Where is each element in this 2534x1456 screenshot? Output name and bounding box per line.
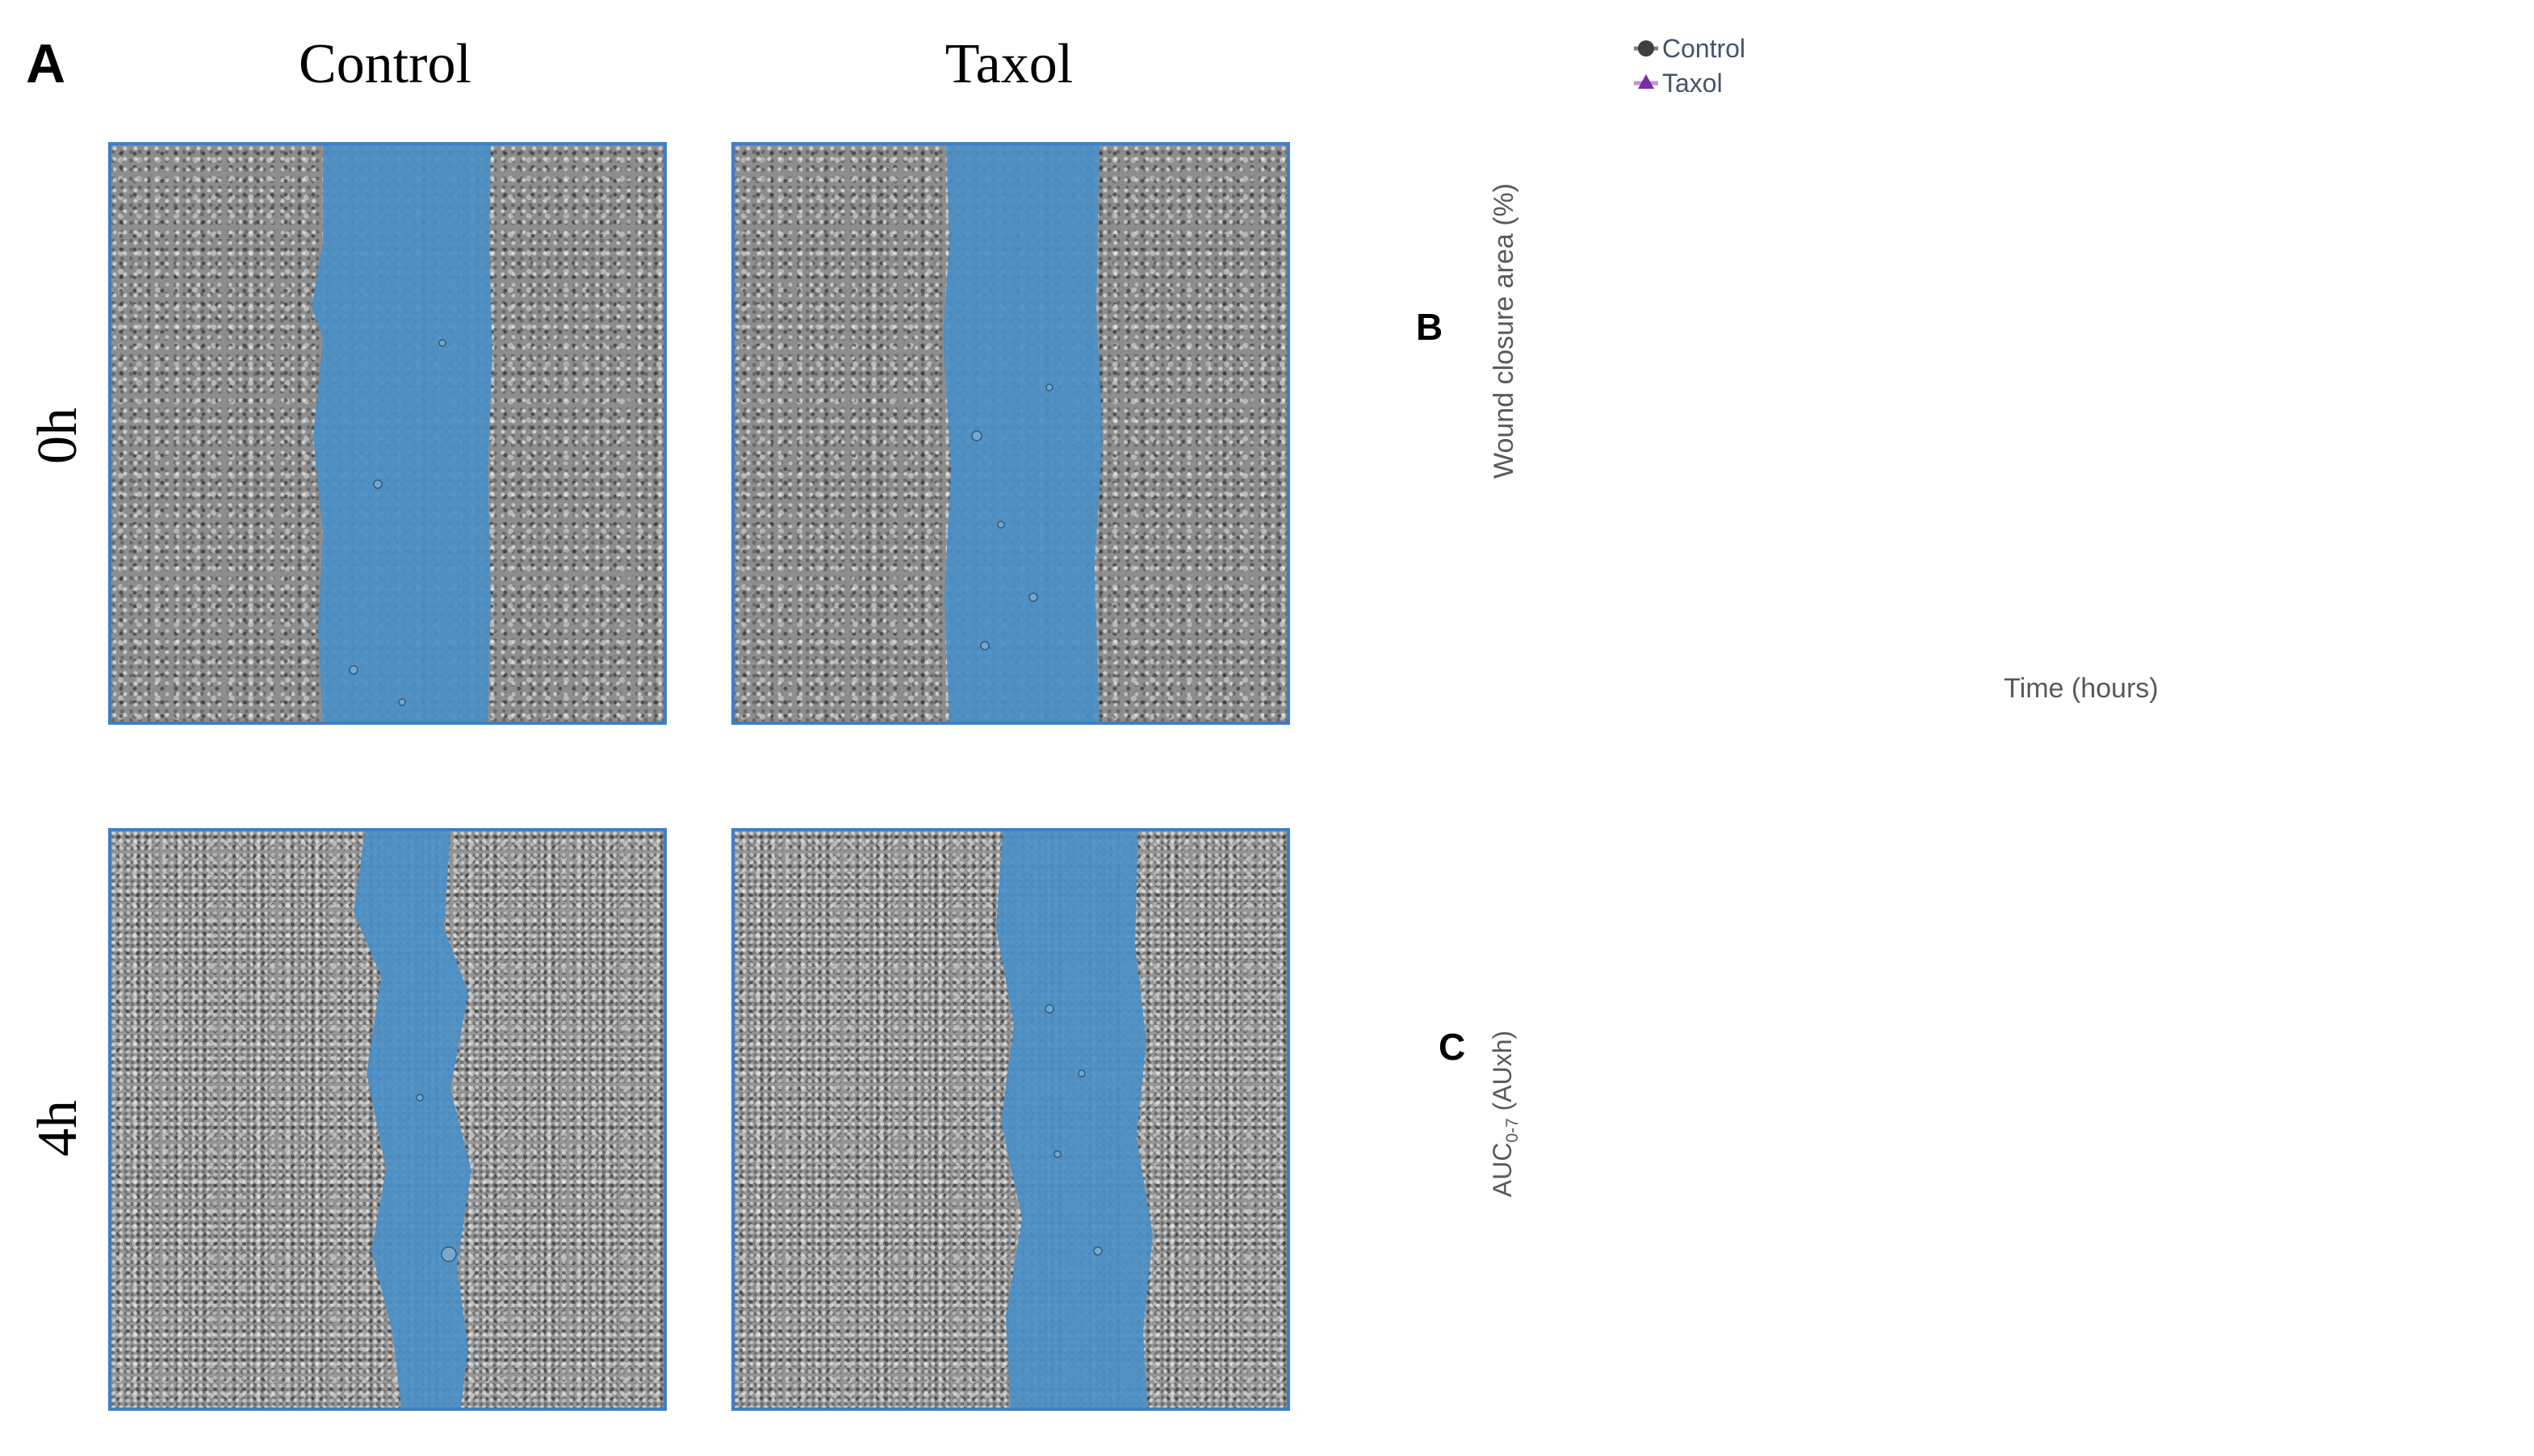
column-label-control: Control xyxy=(299,33,471,95)
row-label-0h: 0h xyxy=(27,408,89,464)
y-axis-label: AUC0-7 (AUxh) xyxy=(1488,1031,1522,1197)
legend-label-control: Control xyxy=(1662,34,1745,63)
legend-marker-taxol xyxy=(1638,74,1654,89)
row-label-4h: 4h xyxy=(27,1100,89,1157)
micrograph-taxol-4h xyxy=(731,828,1290,1411)
y-axis-label: Wound closure area (%) xyxy=(1489,183,1519,479)
micrograph-taxol-0h xyxy=(731,142,1290,725)
wound-area xyxy=(312,145,492,722)
wound-area xyxy=(996,831,1153,1408)
micrograph-control-0h xyxy=(108,142,667,725)
panel-label-c: C xyxy=(1439,1026,1466,1068)
panel-label-b: B xyxy=(1416,306,1443,348)
column-label-taxol: Taxol xyxy=(944,33,1074,95)
panel-label-a: A xyxy=(26,33,66,94)
micrograph-control-4h xyxy=(108,828,667,1411)
wound-area xyxy=(354,831,471,1408)
legend-marker-control xyxy=(1638,40,1654,56)
legend-label-taxol: Taxol xyxy=(1662,69,1723,98)
wound-area xyxy=(943,145,1103,722)
x-axis-label: Time (hours) xyxy=(2004,673,2158,704)
